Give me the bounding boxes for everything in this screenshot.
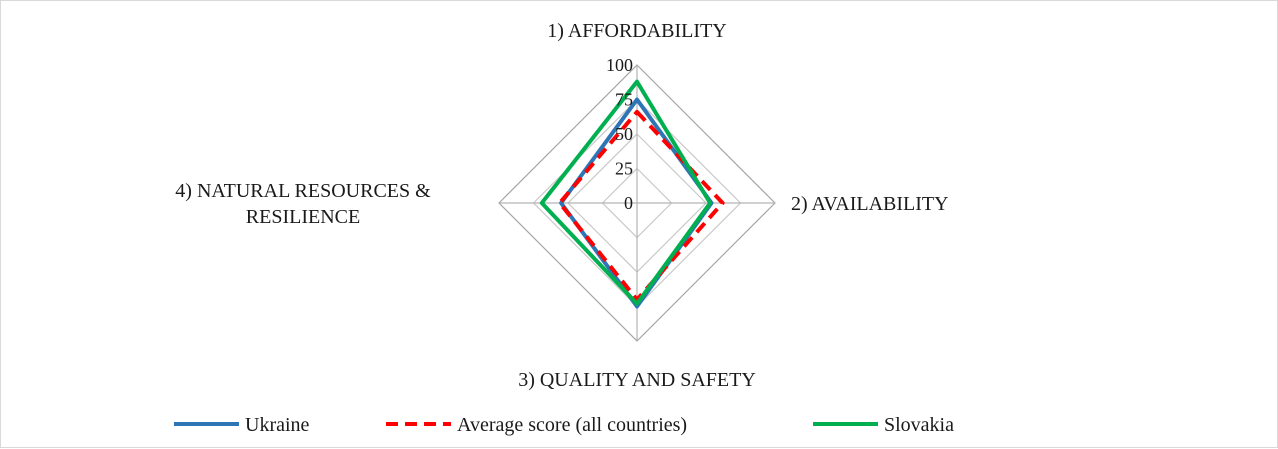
legend-label-2: Slovakia [884, 414, 954, 436]
tick-label-100: 100 [606, 55, 633, 75]
series-line-1 [557, 109, 725, 302]
tick-label-75: 75 [615, 90, 633, 110]
axis-label-1: 1) AFFORDABILITY [547, 20, 726, 42]
tick-label-25: 25 [615, 159, 633, 179]
tick-label-0: 0 [624, 193, 633, 213]
tick-label-50: 50 [615, 124, 633, 144]
series-lines [539, 79, 725, 309]
legend-label-1: Average score (all countries) [457, 414, 687, 436]
axis-label-4: 4) NATURAL RESOURCES & [175, 180, 431, 202]
axis-label-2: 2) AVAILABILITY [791, 193, 949, 215]
radial-tick-labels: 0 25 50 75 100 [606, 55, 633, 213]
series-line-2 [539, 79, 713, 306]
legend-label-0: Ukraine [245, 414, 310, 436]
axis-label-3: 3) QUALITY AND SAFETY [518, 369, 756, 391]
axis-labels: 1) AFFORDABILITY 2) AVAILABILITY 3) QUALIT… [175, 20, 948, 391]
legend: Ukraine Average score (all countries) Slov… [174, 414, 954, 436]
axis-label-4-line-2: RESILIENCE [246, 206, 360, 228]
